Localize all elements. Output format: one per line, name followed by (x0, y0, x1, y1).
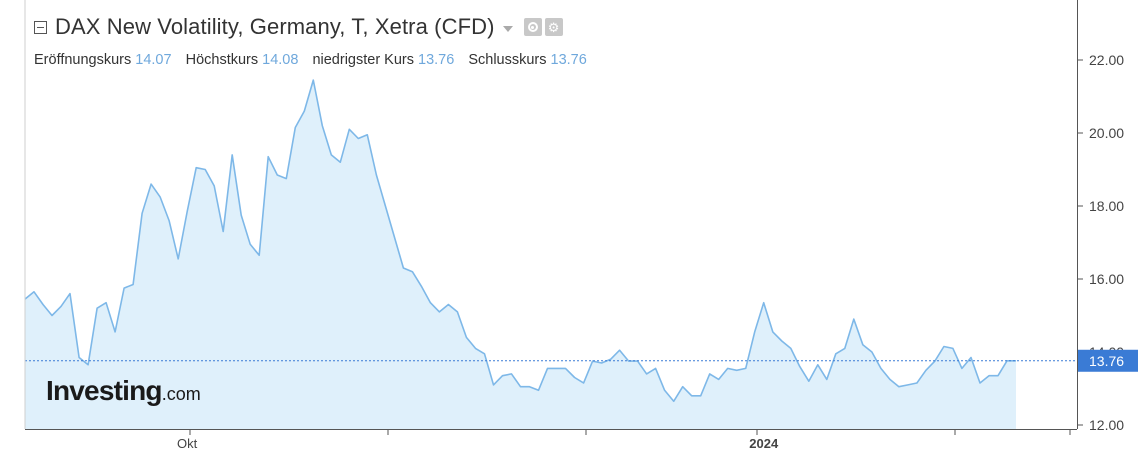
x-tick-label: 2024 (749, 436, 779, 451)
chart-title: DAX New Volatility, Germany, T, Xetra (C… (55, 14, 495, 39)
ohlc-legend: Eröffnungskurs 14.07 Höchstkurs 14.08 nied… (34, 52, 597, 68)
investing-logo: Investing.com (46, 375, 201, 406)
open-value: 14.07 (135, 52, 172, 68)
low-label: niedrigster Kurs (312, 52, 414, 68)
chart-header: DAX New Volatility, Germany, T, Xetra (C… (34, 14, 563, 40)
y-tick-label: 16.00 (1089, 271, 1124, 287)
x-axis[interactable]: Okt 2024 (177, 429, 1071, 451)
gear-icon[interactable]: ⚙ (544, 18, 563, 36)
y-tick-label: 22.00 (1089, 52, 1124, 68)
high-label: Höchstkurs (185, 52, 259, 68)
chevron-down-icon[interactable] (502, 26, 513, 32)
high-value: 14.08 (262, 52, 299, 68)
low-value: 13.76 (418, 52, 455, 68)
close-label: Schlusskurs (468, 52, 547, 68)
y-tick-label: 20.00 (1089, 125, 1124, 141)
last-price-tag: 13.76 (1078, 349, 1138, 372)
price-tag-box (1078, 349, 1138, 372)
close-value: 13.76 (550, 52, 587, 68)
x-tick-label: Okt (177, 436, 198, 451)
open-label: Eröffnungskurs (34, 52, 132, 68)
y-tick-label: 12.00 (1089, 417, 1124, 433)
price-line-series (24, 79, 1016, 403)
collapse-icon[interactable] (34, 20, 47, 34)
price-tag-label: 13.76 (1089, 353, 1124, 369)
y-tick-label: 18.00 (1089, 198, 1124, 214)
eye-icon[interactable] (523, 18, 542, 36)
